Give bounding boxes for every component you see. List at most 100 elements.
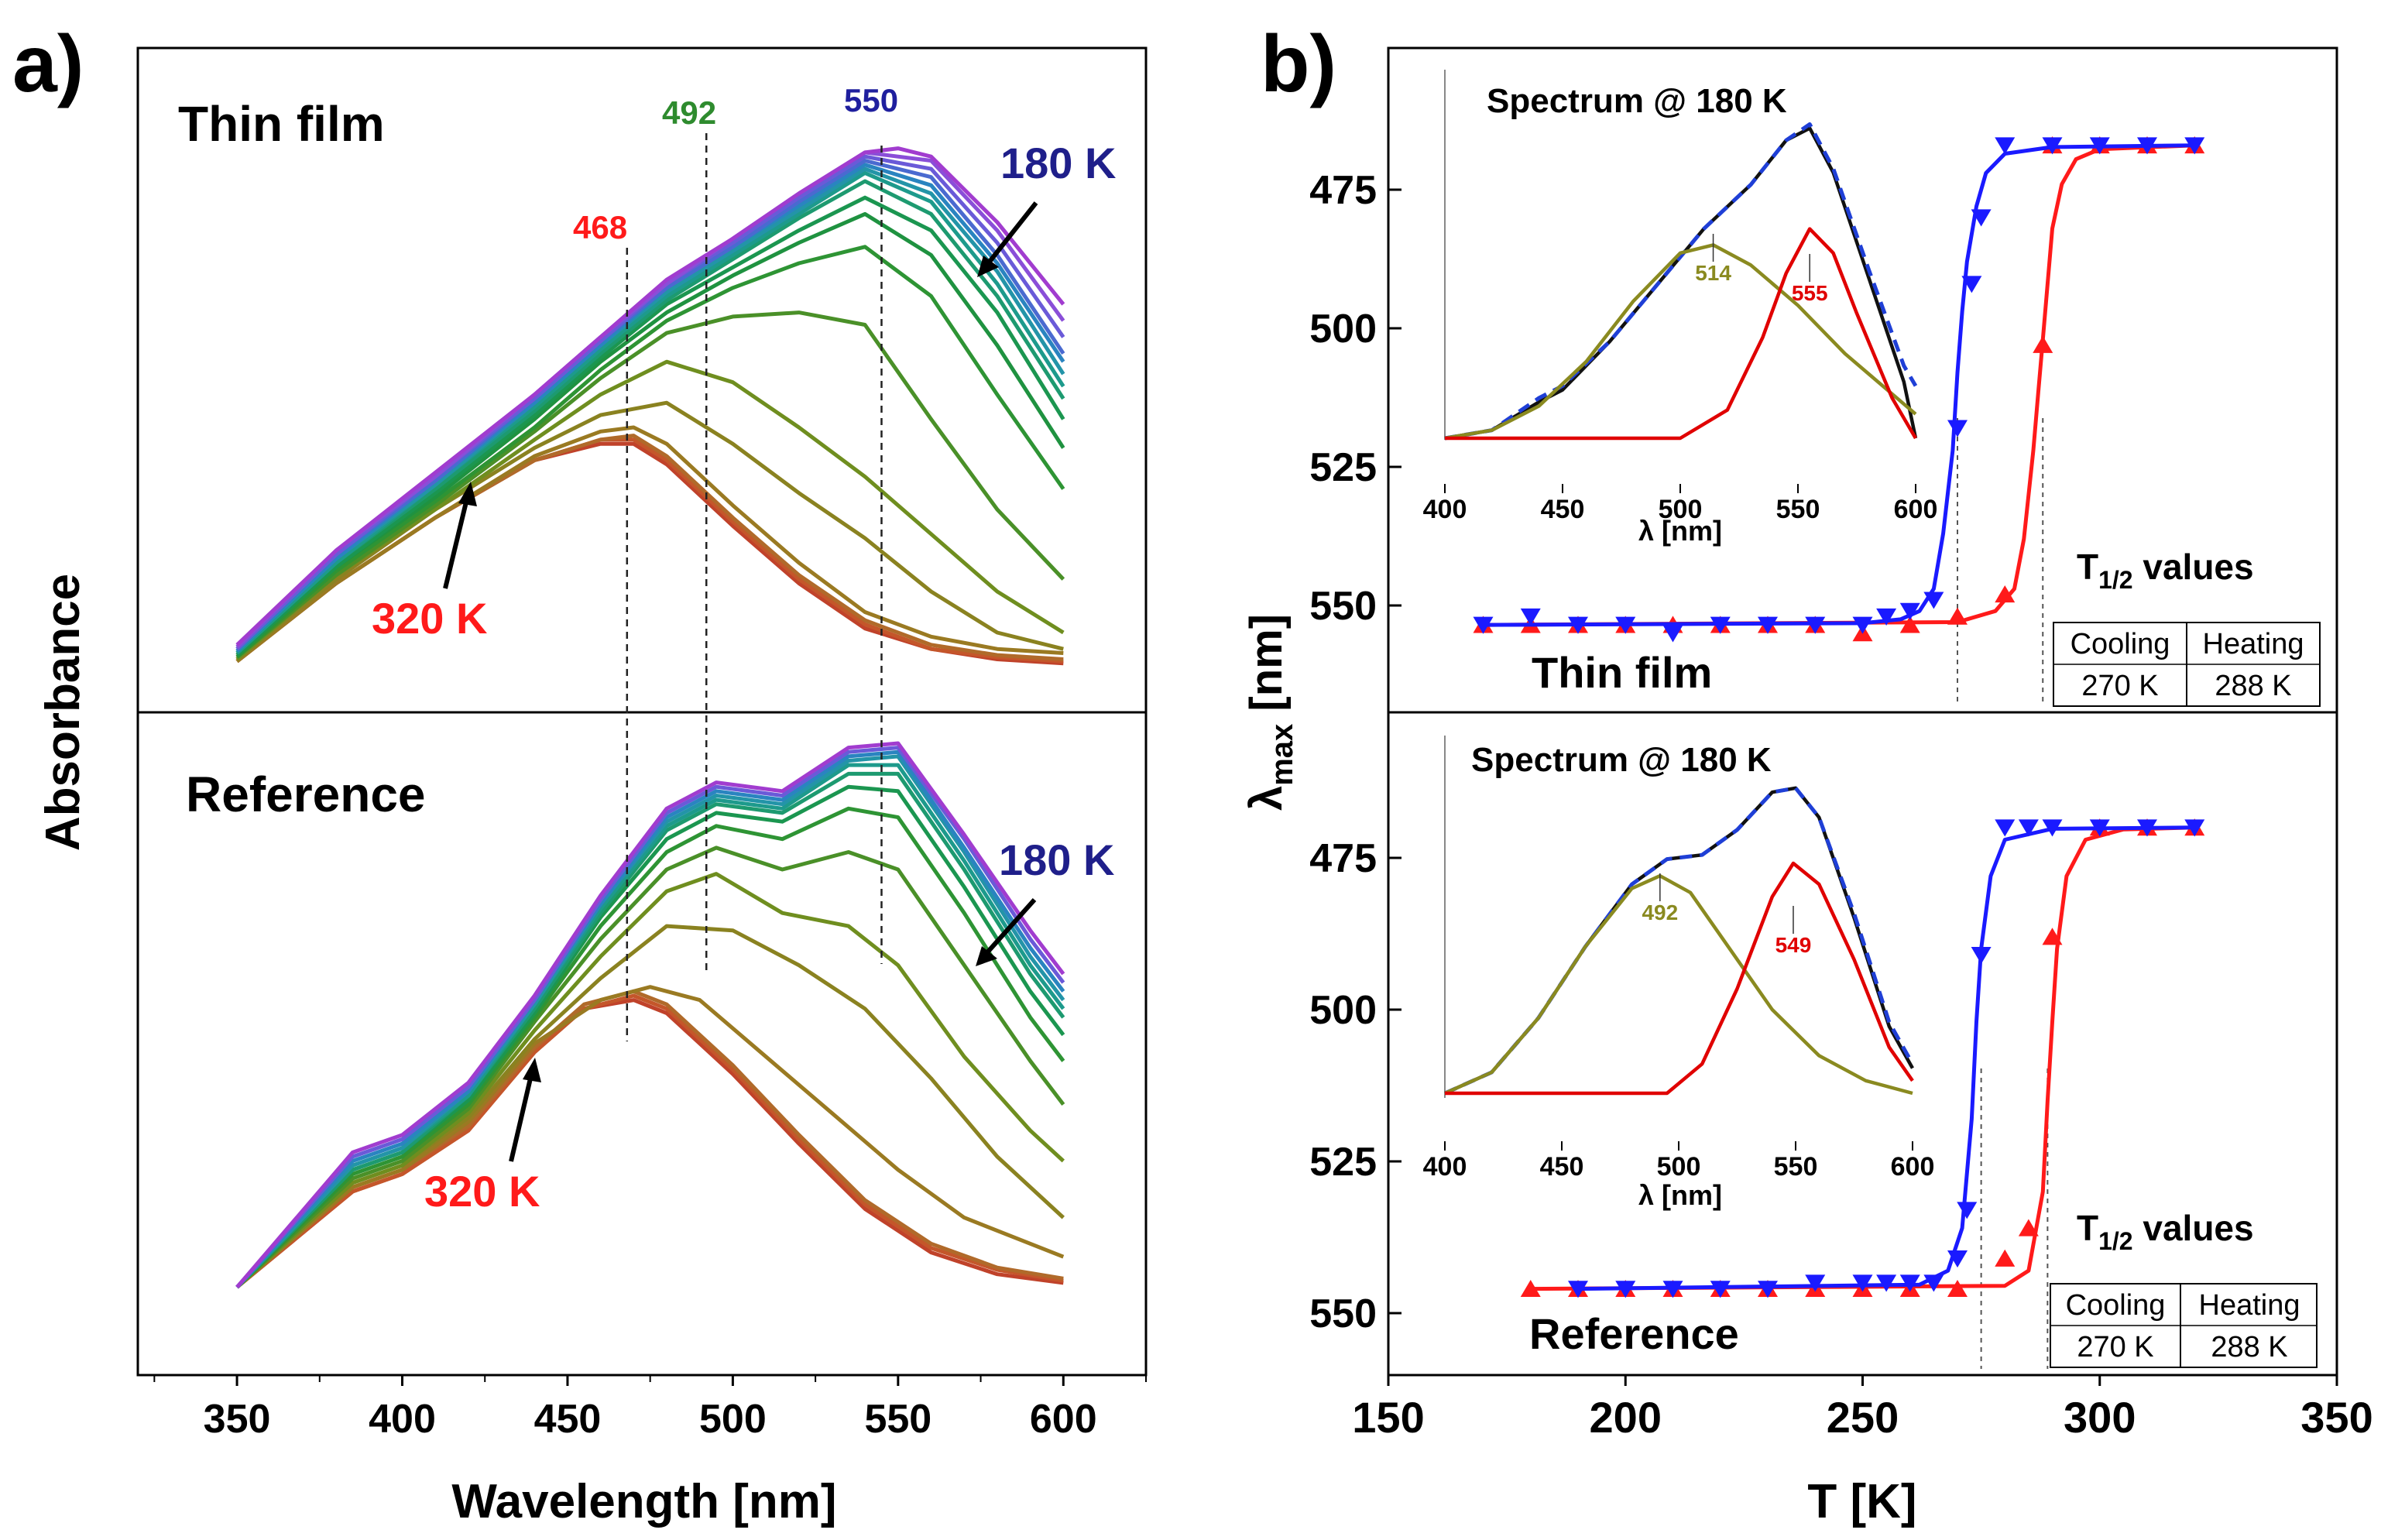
reference-heating-fit-line: [1530, 825, 2195, 1291]
panel-a-x-ticks: 350 400 450 500 550 600: [153, 1375, 1147, 1442]
reference-heating-point: [2018, 1219, 2039, 1236]
thin-film-spectrum-290k: [235, 425, 1064, 664]
reference-t-half-heating-value: 288 K: [2211, 1331, 2287, 1363]
reference-cooling-point: [2042, 819, 2063, 837]
peak-label-468: 468: [573, 209, 627, 245]
thin-film-inset-x-tick-label-400: 400: [1423, 495, 1467, 524]
reference-180k-arrow: [980, 897, 1037, 961]
reference-cooling-point: [1957, 1202, 1978, 1219]
reference-spectrum-275k: [235, 845, 1065, 1289]
reference-inset-ticks: 400 450 500 550 600: [1423, 1141, 1935, 1182]
reference-spectrum-290k: [235, 985, 1065, 1289]
thin-film-cooling-point: [1805, 616, 1826, 634]
thin-film-cooling-point: [2089, 137, 2110, 155]
reference-cooling-point: [1947, 1250, 1968, 1268]
reference-t-half-cooling-value: 270 K: [2077, 1331, 2153, 1363]
b-bottom-y-tick-label-475: 475: [1309, 836, 1377, 881]
reference-180k-arrowhead: [976, 946, 997, 966]
thin-film-inset-peak-label-555: 555: [1792, 281, 1828, 305]
reference-180k-label: 180 K: [999, 835, 1114, 884]
thin-film-inset-curves: 514 555: [1444, 122, 1918, 441]
panel-b-y-ticks: 475 475 500 500 525 525 550 550: [1309, 168, 1401, 1336]
thin-film-cooling-fit-line: [1483, 143, 2195, 627]
reference-cooling-point: [1805, 1274, 1826, 1292]
reference-inset-x-tick-label-550: 550: [1774, 1152, 1818, 1182]
thin-film-cooling-point: [2042, 137, 2063, 155]
thin-film-cooling-point: [1710, 616, 1731, 634]
reference-inset-curves: 492 549: [1443, 786, 1915, 1096]
reference-cooling-point: [1899, 1274, 1920, 1292]
thin-film-t-half-heating-header: Heating: [2203, 628, 2304, 660]
panel-b-x-axis-label: T [K]: [1807, 1475, 1916, 1528]
thin-film-heating-point: [1947, 607, 1968, 625]
thin-film-cooling-point: [2137, 137, 2157, 155]
reference-heating-point: [1947, 1279, 1968, 1298]
b-bottom-y-tick-label-525: 525: [1309, 1140, 1377, 1185]
thin-film-cooling-point: [1961, 276, 1982, 293]
thin-film-320k-label: 320 K: [372, 594, 487, 643]
reference-cooling-point: [1995, 819, 2016, 837]
reference-cooling-point: [1971, 947, 1992, 965]
a-x-tick-label-500: 500: [699, 1397, 767, 1442]
b-top-y-tick-label-475: 475: [1309, 168, 1377, 213]
thin-film-t-half-table: T1/2 values Cooling Heating 270 K 288 K: [2053, 547, 2321, 707]
panel-b-chart: 475 475 500 500 525 525 550 550 150 200 250 300 350…: [1241, 46, 2373, 1528]
reference-spectrum-200k: [235, 746, 1065, 1289]
thin-film-inset-band-555: [1445, 227, 1917, 441]
thin-film-heating-point: [2033, 335, 2053, 353]
thin-film-spectrum-180k: [235, 146, 1065, 647]
reference-spectrum-310k: [235, 993, 1064, 1289]
reference-spectrum-230k: [235, 754, 1065, 1289]
thin-film-180k-arrow: [981, 201, 1038, 271]
thin-film-t-half-cooling-header: Cooling: [2071, 628, 2170, 660]
reference-spectra: [235, 741, 1065, 1289]
b-bottom-y-tick-label-500: 500: [1309, 988, 1377, 1033]
thin-film-inset-x-label: λ [nm]: [1638, 515, 1722, 547]
b-thin-film-title: Thin film: [1532, 648, 1712, 697]
thin-film-inset-x-tick-label-600: 600: [1894, 495, 1938, 524]
thin-film-320k-arrowhead: [458, 482, 477, 506]
thin-film-cooling-point: [1758, 616, 1778, 634]
reference-inset-peak-label-492: 492: [1642, 900, 1678, 924]
thin-film-spectrum-280k: [235, 359, 1065, 661]
thin-film-heating-point: [1995, 585, 2016, 603]
peak-marker-lines: [626, 133, 883, 1041]
a-x-tick-label-400: 400: [369, 1397, 436, 1442]
thin-film-t-half-cooling-value: 270 K: [2081, 670, 2158, 702]
reference-lambda-max-series: [1520, 818, 2205, 1369]
reference-cooling-point: [1615, 1281, 1636, 1298]
a-x-tick-label-600: 600: [1030, 1397, 1097, 1442]
thin-film-cooling-point: [1852, 616, 1873, 634]
thin-film-cooling-point: [1947, 420, 1968, 437]
b-top-y-tick-label-550: 550: [1309, 584, 1377, 629]
thin-film-cooling-point: [1876, 608, 1897, 626]
thin-film-heating-point: [1899, 616, 1920, 633]
reference-cooling-point: [2018, 819, 2039, 837]
reference-cooling-point: [1758, 1281, 1778, 1298]
reference-inset-x-tick-label-400: 400: [1423, 1152, 1467, 1182]
thin-film-cooling-point: [1568, 616, 1588, 634]
reference-inset-x-tick-label-600: 600: [1891, 1152, 1935, 1182]
thin-film-cooling-point: [1615, 616, 1636, 634]
panel-b-label: b): [1261, 19, 1336, 109]
thin-film-inset-band-514: [1444, 243, 1917, 441]
reference-t-half-cooling-header: Cooling: [2066, 1289, 2166, 1322]
b-x-tick-label-150: 150: [1352, 1393, 1424, 1442]
thin-film-cooling-point: [1520, 608, 1541, 626]
b-bottom-y-tick-label-550: 550: [1309, 1291, 1377, 1336]
reference-spectrum-270k: [235, 806, 1065, 1289]
thin-film-cooling-point: [1971, 209, 1992, 227]
thin-film-inset-fit-sum: [1444, 122, 1918, 441]
b-reference-title: Reference: [1529, 1309, 1739, 1358]
panel-a-x-axis-label: Wavelength [nm]: [451, 1475, 836, 1528]
peak-label-550: 550: [844, 82, 898, 118]
reference-spectrum-280k: [235, 872, 1065, 1289]
reference-cooling-point: [1710, 1281, 1731, 1298]
thin-film-cooling-point: [1662, 625, 1683, 643]
thin-film-lambda-max-series: [1473, 136, 2205, 705]
thin-film-inset-x-tick-label-500: 500: [1659, 495, 1703, 524]
thin-film-inset-title: Spectrum @ 180 K: [1487, 82, 1787, 120]
